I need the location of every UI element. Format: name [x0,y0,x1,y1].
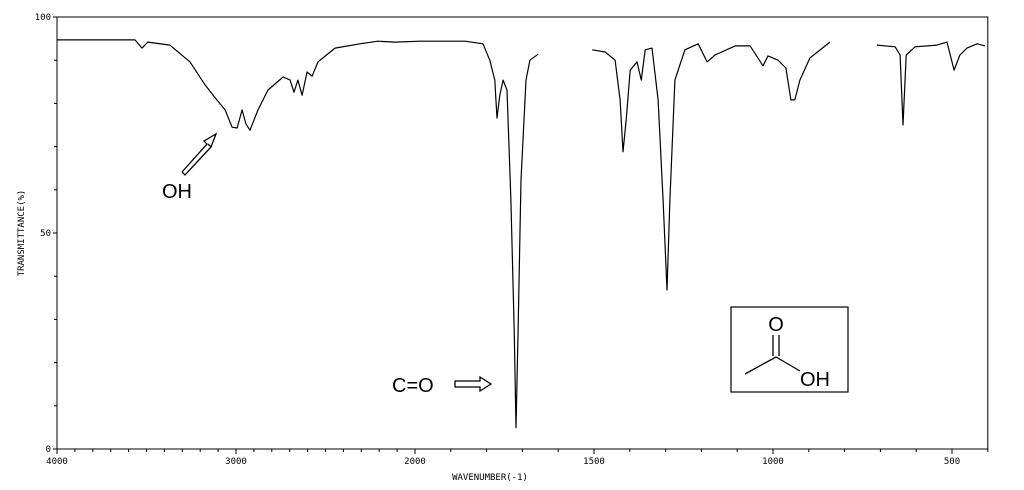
y-axis-label: TRANSMITTANCE(%) [17,190,27,277]
spectrum-line [57,39,986,429]
y-tick-label: 0 [46,445,51,455]
oh-arrow [181,132,218,176]
structure-hydroxyl: OH [800,369,830,391]
x-tick-label: 3000 [225,457,247,467]
co-annotation: C=O [392,375,434,397]
oh-annotation: OH [162,181,192,203]
x-tick-label: 1500 [583,457,605,467]
structure-oxygen: O [768,314,784,336]
x-tick-label: 1000 [762,457,784,467]
structure-box [730,306,849,393]
x-tick-label: 500 [944,457,960,467]
x-tick-label: 4000 [46,457,68,467]
x-tick-label: 2000 [404,457,426,467]
structure-bonds [744,335,801,375]
y-tick-label: 50 [40,229,51,239]
x-axis-label: WAVENUMBER(-1) [452,473,528,483]
co-arrow [454,375,493,393]
y-tick-label: 100 [35,13,51,23]
